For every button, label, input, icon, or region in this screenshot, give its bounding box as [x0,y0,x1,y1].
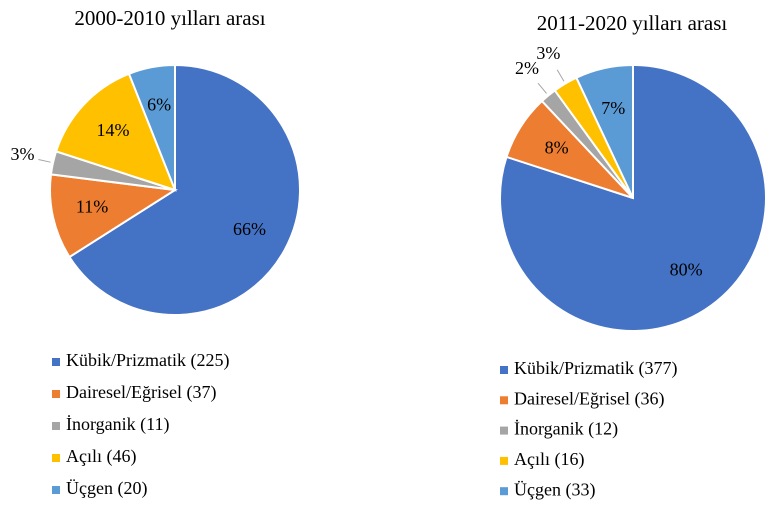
legend-label: Üçgen (20) [66,478,147,499]
data-label: 7% [601,98,625,118]
leader-line [556,69,565,82]
data-label: 6% [147,95,171,115]
legend-swatch [500,366,508,374]
data-label: 3% [536,43,560,63]
legend-swatch [52,390,60,398]
legend-label: İnorganik (11) [66,414,169,435]
legend-swatch [500,487,508,496]
data-label: 66% [233,219,266,239]
legend-label: Kübik/Prizmatik (377) [514,358,677,379]
legend-label: Dairesel/Eğrisel (36) [514,388,664,409]
legend-swatch [52,422,60,430]
chart-title: 2000-2010 yılları arası [74,6,265,30]
data-label: 3% [11,144,35,164]
legend-swatch [52,454,60,462]
data-label: 14% [97,120,130,140]
legend-swatch [52,486,60,494]
legend-label: İnorganik (12) [514,419,618,440]
leader-line [537,82,547,94]
legend-swatch [500,396,508,405]
legend-label: Dairesel/Eğrisel (37) [66,382,216,403]
pie-slice [68,63,301,316]
legend-swatch [52,358,60,366]
legend-label: Açılı (46) [66,446,136,467]
leader-line [38,158,51,163]
pie-slice [49,173,178,259]
data-label: 11% [76,197,108,217]
data-label: 80% [670,259,703,279]
pie-slice [575,63,634,199]
legend-swatch [500,456,508,465]
data-label: 2% [515,58,539,78]
legend-label: Açılı (16) [514,449,584,470]
pie-slice [54,72,177,192]
pie-slice [127,63,176,191]
legend-label: Kübik/Prizmatik (225) [66,350,229,371]
legend-label: Üçgen (33) [514,479,595,500]
legend-swatch [500,426,508,435]
chart-title: 2011-2020 yılları arası [537,11,728,35]
data-label: 8% [545,138,569,158]
